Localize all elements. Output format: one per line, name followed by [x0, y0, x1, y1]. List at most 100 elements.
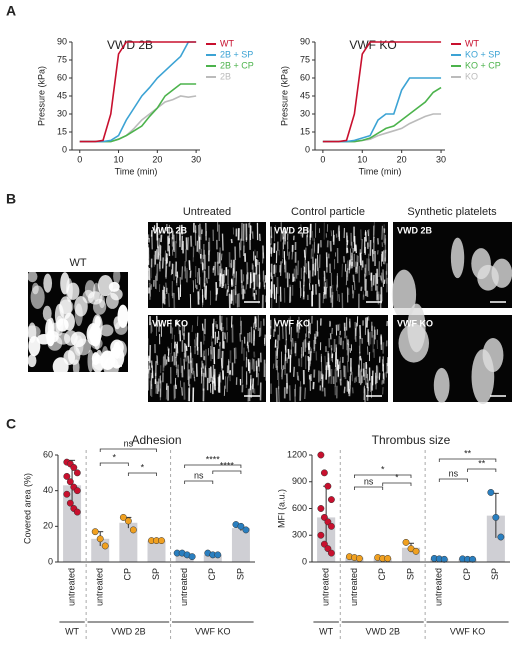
series-line — [322, 41, 442, 143]
x-tick-label: untreated — [349, 568, 359, 606]
data-point — [402, 538, 410, 546]
blob — [43, 273, 53, 293]
y-axis-label: Covered area (%) — [22, 473, 32, 544]
blob — [97, 274, 114, 297]
data-point — [317, 451, 325, 459]
bar — [203, 554, 222, 562]
row-label: VWD 2B — [397, 225, 433, 235]
significance-bracket — [184, 480, 214, 484]
micrograph-texture — [25, 268, 129, 378]
data-point — [158, 537, 165, 545]
blob — [92, 298, 107, 315]
blob — [74, 303, 83, 327]
significance-bracket — [184, 464, 242, 468]
data-point — [63, 490, 71, 498]
blob — [117, 304, 129, 329]
x-tick-label: 10 — [357, 154, 367, 164]
blob — [27, 354, 37, 368]
data-point — [70, 464, 78, 471]
blob — [52, 357, 69, 377]
blob — [63, 312, 75, 331]
significance-label: * — [113, 452, 117, 462]
blob — [28, 336, 41, 357]
micrograph-texture — [147, 222, 267, 311]
y-tick-label: 60 — [300, 72, 310, 82]
legend-label: WT — [465, 38, 479, 48]
row-label: VWF KO — [397, 318, 433, 328]
group-label: VWD 2B — [111, 626, 146, 636]
x-tick-label: 0 — [320, 154, 325, 164]
blob — [87, 349, 94, 373]
blob — [113, 268, 121, 284]
significance-label: **** — [220, 460, 235, 470]
group-label: VWD 2B — [365, 626, 400, 636]
y-axis-label: Pressure (kPa) — [36, 66, 46, 126]
data-point — [96, 535, 104, 543]
x-tick-label: SP — [490, 568, 500, 580]
data-point — [440, 555, 448, 563]
column-header: Control particle — [291, 206, 365, 218]
y-tick-label: 0 — [62, 144, 67, 154]
significance-label: ns — [449, 468, 459, 478]
y-tick-label: 15 — [57, 126, 67, 136]
row-label: VWF KO — [274, 318, 310, 328]
data-point — [317, 505, 325, 512]
series-line — [79, 41, 197, 143]
data-point — [317, 531, 325, 539]
blob — [105, 292, 119, 309]
micrograph-texture — [269, 315, 389, 405]
data-point — [237, 522, 245, 530]
legend-label: KO + CP — [465, 60, 501, 70]
panel-label: A — [6, 3, 16, 19]
row-label: VWD 2B — [274, 225, 310, 235]
bar — [486, 515, 505, 562]
y-tick-label: 90 — [300, 36, 310, 46]
y-tick-label: 75 — [57, 54, 67, 64]
y-axis-label: MFI (a.u.) — [276, 489, 286, 528]
x-tick-label: untreated — [179, 568, 189, 606]
y-tick-label: 75 — [300, 54, 310, 64]
data-point — [119, 513, 127, 521]
x-tick-label: SP — [235, 568, 245, 580]
data-point — [327, 496, 335, 504]
micrograph-texture — [391, 237, 513, 320]
group-label: WT — [65, 626, 79, 636]
group-label: VWF KO — [450, 626, 486, 636]
micrograph-texture — [398, 303, 504, 405]
significance-bracket — [467, 468, 497, 472]
bar — [231, 528, 250, 562]
series-line — [79, 41, 197, 143]
micrograph-texture — [147, 315, 267, 404]
significance-label: **** — [206, 454, 221, 464]
legend-label: KO — [465, 71, 478, 81]
x-tick-label: SP — [405, 568, 415, 580]
y-tick-label: 600 — [292, 503, 307, 513]
chart-title: Adhesion — [131, 433, 181, 447]
x-axis-label: Time (min) — [115, 166, 158, 176]
x-tick-label: untreated — [66, 568, 76, 606]
data-point — [492, 513, 500, 521]
data-point — [91, 528, 99, 536]
blob — [99, 324, 114, 337]
series-line — [79, 83, 197, 143]
significance-bracket — [354, 474, 412, 478]
blob — [60, 272, 70, 295]
data-point — [487, 489, 495, 496]
significance-label: ** — [464, 448, 472, 458]
blob — [92, 354, 104, 373]
x-tick-label: untreated — [95, 568, 105, 606]
series-line — [322, 86, 442, 143]
y-tick-label: 1200 — [287, 449, 307, 459]
y-tick-label: 300 — [292, 530, 307, 540]
blob — [25, 325, 41, 339]
y-tick-label: 15 — [300, 126, 310, 136]
x-tick-label: untreated — [321, 568, 331, 606]
data-point — [63, 472, 71, 480]
x-tick-label: CP — [207, 568, 217, 581]
blob — [55, 315, 64, 336]
y-axis-label: Pressure (kPa) — [279, 66, 289, 126]
data-point — [384, 554, 392, 562]
panel-label: B — [6, 191, 16, 207]
data-point — [101, 542, 109, 550]
